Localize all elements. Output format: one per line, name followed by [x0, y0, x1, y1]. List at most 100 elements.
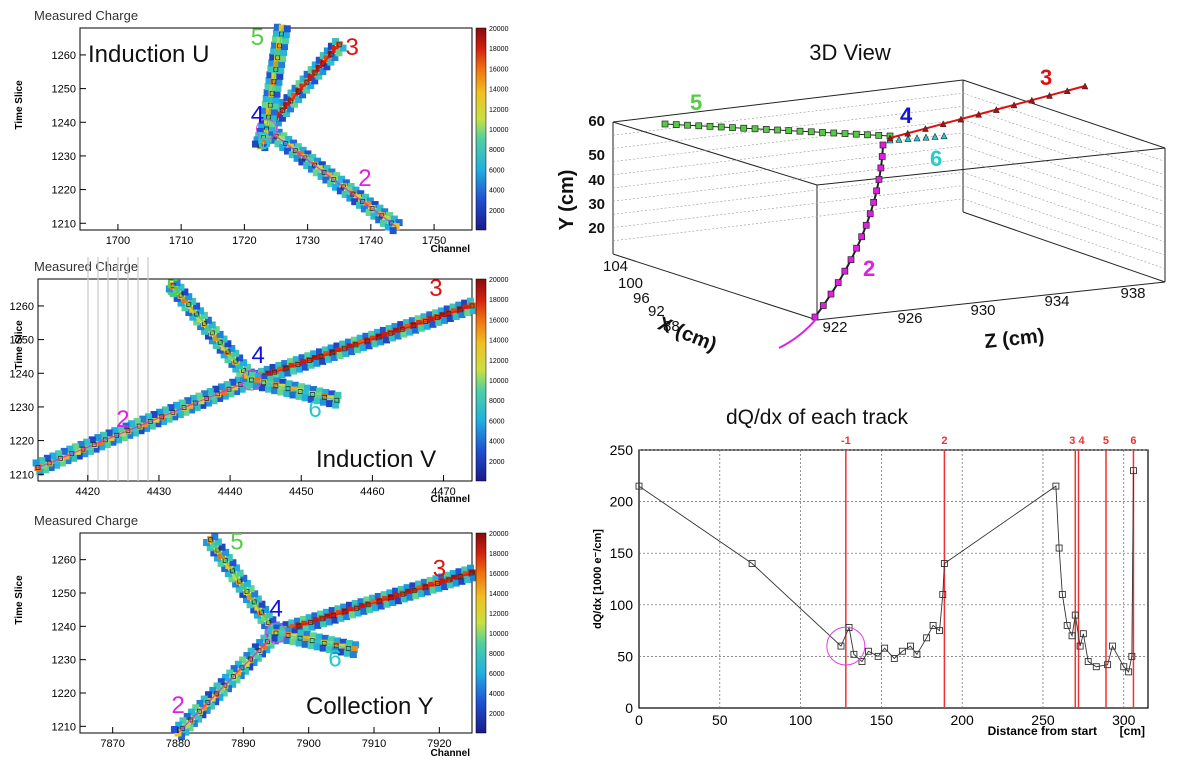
charge-pixel	[301, 640, 309, 648]
charge-pixel	[221, 564, 229, 572]
charge-pixel	[203, 706, 211, 714]
charge-pixel	[277, 635, 285, 643]
charge-pixel	[356, 201, 364, 209]
colorbar-label: 14000	[489, 87, 509, 94]
charge-pixel	[446, 581, 454, 589]
dqdx-point	[907, 642, 914, 650]
charge-pixel	[371, 340, 379, 348]
charge-pixel	[228, 345, 236, 353]
track-3-line	[275, 572, 473, 634]
charge-pixel	[201, 327, 209, 335]
charge-pixel	[319, 67, 327, 75]
hit-marker	[233, 358, 239, 364]
colorbar-label: 16000	[489, 317, 509, 324]
charge-pixel	[200, 312, 208, 320]
charge-pixel	[325, 645, 333, 653]
charge-pixel	[204, 332, 212, 340]
grid-line	[962, 92, 1166, 162]
charge-pixel	[243, 652, 251, 660]
view-3d-xtick: 88	[663, 318, 680, 335]
charge-pixel	[258, 384, 266, 392]
charge-pixel	[289, 638, 297, 646]
x-tick-label: 4470	[431, 486, 455, 498]
track-5-point	[875, 132, 883, 139]
charge-pixel	[192, 704, 200, 712]
charge-pixel	[171, 413, 179, 421]
track-5-point	[706, 123, 714, 130]
charge-pixel	[377, 338, 385, 346]
dqdx-point	[881, 644, 889, 652]
charge-pixel	[185, 293, 193, 301]
charge-pixel	[383, 600, 391, 608]
track-2-point	[878, 153, 886, 160]
charge-pixel	[403, 584, 411, 592]
track-2-point	[847, 256, 855, 264]
charge-pixel	[288, 151, 296, 159]
charge-pixel	[295, 80, 303, 88]
charge-pixel	[323, 164, 331, 172]
charge-pixel	[429, 320, 437, 328]
charge-pixel	[247, 647, 255, 655]
y-tick-label: 1260	[52, 50, 76, 62]
charge-pixel	[365, 342, 373, 350]
charge-pixel	[259, 650, 267, 658]
x-tick-label: 7900	[296, 738, 320, 750]
charge-pixel	[322, 388, 330, 396]
charge-pixel	[269, 363, 277, 371]
colorbar-label: 4000	[489, 691, 505, 698]
charge-pixel	[217, 678, 225, 686]
charge-pixel	[289, 391, 297, 399]
charge-pixel	[220, 689, 228, 697]
track-3-point	[1063, 87, 1071, 94]
charge-pixel	[350, 336, 358, 344]
charge-pixel	[222, 548, 230, 556]
charge-pixel	[249, 371, 257, 379]
hit-marker	[241, 368, 247, 373]
plane-y-xlabel: Channel	[431, 748, 471, 759]
hit-marker	[257, 143, 263, 149]
charge-pixel	[229, 378, 237, 386]
charge-pixel	[186, 724, 194, 732]
track-boundary-label: 4	[1078, 435, 1085, 447]
colorbar-label: 2000	[489, 711, 505, 718]
charge-pixel	[232, 349, 240, 357]
hit-marker	[179, 726, 185, 732]
track-6-point	[904, 134, 912, 142]
hit-marker	[114, 432, 120, 438]
dqdx-point	[1058, 591, 1066, 598]
plane-u-panel: Measured Charge 5 3 46 2 Induction U Time S…	[14, 8, 509, 255]
charge-pixel	[269, 114, 277, 122]
hit-marker	[205, 700, 211, 705]
track-5-point	[819, 129, 826, 136]
charge-pixel	[446, 314, 454, 322]
charge-pixel	[236, 569, 244, 577]
charge-pixel	[470, 307, 478, 315]
track-3-line	[889, 85, 1086, 139]
charge-pixel	[263, 365, 271, 373]
charge-pixel	[307, 642, 315, 650]
charge-pixel	[189, 313, 197, 321]
charge-pixel	[284, 369, 292, 377]
track-2-point	[853, 244, 860, 252]
view-3d-box	[612, 79, 1166, 321]
charge-pixel	[375, 216, 383, 224]
view-3d-ytick: 50	[588, 147, 605, 164]
charge-pixel	[92, 445, 100, 453]
hit-marker	[265, 639, 270, 645]
charge-pixel	[455, 301, 463, 309]
charge-pixel	[264, 83, 272, 91]
charge-pixel	[366, 606, 374, 614]
view-3d-ztick: 934	[1044, 293, 1069, 310]
charge-pixel	[380, 219, 388, 227]
charge-pixel	[325, 618, 333, 626]
charge-pixel	[268, 59, 276, 67]
charge-pixel	[265, 611, 273, 619]
vertex-circle	[256, 118, 278, 140]
track-5-point	[672, 121, 680, 128]
dqdx-xtick-label: 200	[950, 712, 974, 728]
hit-marker	[469, 303, 475, 309]
charge-pixel	[246, 381, 254, 389]
charge-pixel	[233, 564, 241, 572]
charge-pixel	[345, 338, 353, 346]
